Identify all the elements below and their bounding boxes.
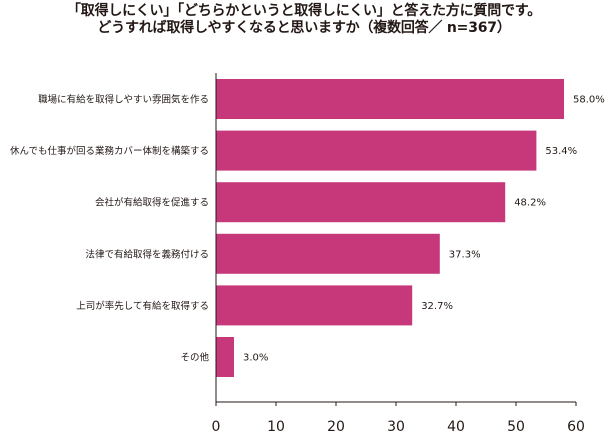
x-tick-label-2: 20 [327,419,345,435]
bar-5 [216,337,234,377]
chart-title-line-1: 「取得しにくい」「どちらかというと取得しにくい」と答えた方に質問です。 [66,3,542,19]
x-tick-label-6: 60 [567,419,585,435]
category-label-1: 休んでも仕事が回る業務カバー体制を構築する [10,145,209,157]
category-label-3: 法律で有給取得を義務付ける [85,248,209,260]
bar-4 [216,285,413,326]
value-label-5: 3.0% [243,353,268,364]
x-tick-label-4: 40 [447,419,465,435]
category-label-0: 職場に有給を取得しやすい雰囲気を作る [38,94,209,106]
x-tick-label-0: 0 [212,419,221,435]
value-label-0: 58.0% [573,95,605,106]
bar-3 [216,233,440,274]
value-label-2: 48.2% [514,198,546,209]
category-label-5: その他 [180,352,209,364]
value-label-4: 32.7% [421,301,453,312]
bar-0 [216,79,564,119]
value-label-1: 53.4% [545,146,577,157]
x-tick-label-3: 30 [387,419,405,435]
category-label-2: 会社が有給取得を促進する [95,197,209,209]
x-tick-label-5: 50 [507,419,525,435]
bar-2 [216,182,506,223]
chart-title-line-2: どうすれば取得しやすくなると思いますか（複数回答／ n=367） [97,20,511,36]
x-tick-label-1: 10 [267,419,285,435]
bar-1 [216,130,537,171]
category-label-4: 上司が率先して有給を取得する [76,300,209,312]
value-label-3: 37.3% [449,249,481,260]
